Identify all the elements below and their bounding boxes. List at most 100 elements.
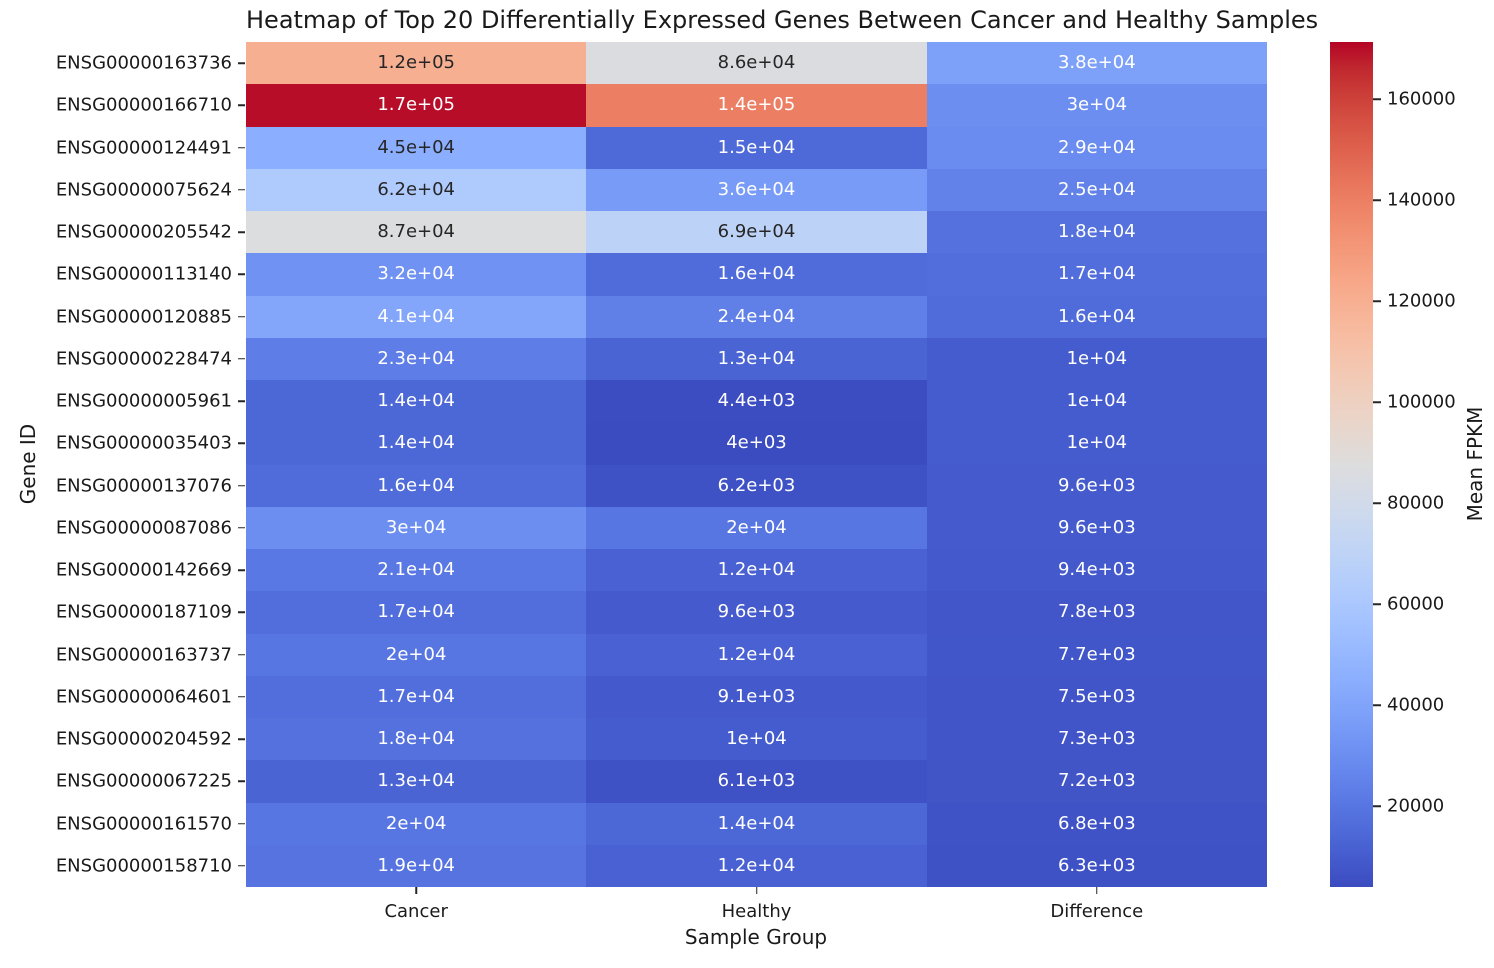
heatmap-cell: 3.2e+04 [246, 253, 587, 296]
heatmap-cell: 6.2e+04 [246, 168, 587, 211]
y-tick-mark [238, 653, 245, 656]
heatmap-cell: 1.4e+04 [586, 802, 927, 845]
y-tick-mark [238, 315, 245, 318]
gene-id-tick-label: ENSG00000228474 [55, 348, 232, 370]
heatmap-cell: 9.6e+03 [926, 464, 1267, 507]
heatmap-cell: 8.7e+04 [246, 211, 587, 254]
heatmap-cell: 6.1e+03 [586, 760, 927, 803]
y-tick-mark [238, 484, 245, 487]
heatmap-cell: 1.6e+04 [926, 295, 1267, 338]
gene-id-tick-label: ENSG00000064601 [55, 686, 232, 708]
gene-id-tick-label: ENSG00000161570 [55, 813, 232, 835]
heatmap-cell: 3e+04 [246, 506, 587, 549]
colorbar-tick-mark [1373, 300, 1381, 302]
gene-id-tick-label: ENSG00000166710 [55, 94, 232, 116]
heatmap-cell: 1.4e+05 [586, 84, 927, 127]
heatmap-cell: 6.9e+04 [586, 211, 927, 254]
colorbar-tick-label: 60000 [1387, 593, 1445, 615]
heatmap-cell: 7.8e+03 [926, 591, 1267, 634]
colorbar-tick-label: 80000 [1387, 492, 1445, 514]
heatmap-cell: 2e+04 [586, 506, 927, 549]
y-tick-mark [238, 738, 245, 740]
heatmap-cell: 2.1e+04 [246, 549, 587, 592]
heatmap-cell: 1e+04 [586, 718, 927, 761]
y-tick-mark [238, 62, 245, 64]
y-tick-mark [238, 696, 245, 698]
gene-id-tick-label: ENSG00000187109 [55, 601, 232, 623]
heatmap-cell: 6.2e+03 [586, 464, 927, 507]
heatmap-cell: 6.3e+03 [926, 844, 1267, 887]
heatmap-cell: 3e+04 [926, 84, 1267, 127]
gene-id-tick-label: ENSG00000005961 [55, 390, 232, 412]
y-tick-mark [238, 569, 245, 571]
heatmap-cell: 7.3e+03 [926, 718, 1267, 761]
heatmap-cell: 9.1e+03 [586, 675, 927, 718]
heatmap-grid: 1.2e+05 8.6e+04 3.8e+04 1.7e+05 1.4e+05 3e+04… [246, 42, 1267, 887]
y-tick-mark [238, 358, 245, 360]
gene-id-tick-label: ENSG00000163737 [55, 644, 232, 666]
heatmap-cell: 1.5e+04 [586, 126, 927, 169]
heatmap-cell: 1.9e+04 [246, 844, 587, 887]
heatmap-cell: 3.6e+04 [586, 168, 927, 211]
heatmap-cell: 2.4e+04 [586, 295, 927, 338]
y-tick-mark [238, 146, 245, 149]
heatmap-cell: 4e+03 [586, 422, 927, 465]
y-tick-mark [238, 780, 245, 783]
heatmap-cell: 2.5e+04 [926, 168, 1267, 211]
colorbar-tick-mark [1373, 401, 1381, 403]
gene-id-tick-label: ENSG00000075624 [55, 179, 232, 201]
gene-id-tick-label: ENSG00000142669 [55, 559, 232, 581]
colorbar-tick-mark [1373, 805, 1381, 807]
y-tick-mark [238, 611, 245, 614]
heatmap-cell: 1.6e+04 [586, 253, 927, 296]
heatmap-cell: 1.7e+05 [246, 84, 587, 127]
sample-group-tick-label: Healthy [721, 901, 792, 922]
heatmap-cell: 1.8e+04 [246, 718, 587, 761]
heatmap-cell: 6.8e+03 [926, 802, 1267, 845]
heatmap-cell: 4.1e+04 [246, 295, 587, 338]
heatmap-cell: 1.6e+04 [246, 464, 587, 507]
gene-id-tick-label: ENSG00000067225 [55, 770, 232, 792]
heatmap-cell: 2e+04 [246, 802, 587, 845]
heatmap-cell: 1.2e+04 [586, 633, 927, 676]
colorbar-tick-label: 120000 [1387, 290, 1456, 312]
heatmap-cell: 1.7e+04 [926, 253, 1267, 296]
heatmap-cell: 7.7e+03 [926, 633, 1267, 676]
colorbar-tick-label: 100000 [1387, 391, 1456, 413]
colorbar-tick-mark [1373, 502, 1381, 504]
colorbar-label: Mean FPKM [1463, 406, 1487, 522]
colorbar-tick-label: 160000 [1387, 88, 1456, 110]
heatmap-cell: 1e+04 [926, 380, 1267, 423]
heatmap-cell: 1e+04 [926, 422, 1267, 465]
heatmap-cell: 3.8e+04 [926, 42, 1267, 85]
x-tick-mark [415, 887, 417, 894]
x-tick-mark [755, 887, 758, 894]
heatmap-cell: 2.3e+04 [246, 337, 587, 380]
heatmap-cell: 1.2e+04 [586, 844, 927, 887]
heatmap-cell: 7.5e+03 [926, 675, 1267, 718]
colorbar-tick-label: 40000 [1387, 694, 1445, 716]
y-tick-mark [238, 104, 245, 107]
heatmap-cell: 1.8e+04 [926, 211, 1267, 254]
heatmap-cell: 9.6e+03 [586, 591, 927, 634]
heatmap-cell: 8.6e+04 [586, 42, 927, 85]
heatmap-cell: 1.3e+04 [586, 337, 927, 380]
gene-id-tick-label: ENSG00000163736 [55, 52, 232, 74]
gene-id-tick-label: ENSG00000113140 [55, 263, 232, 285]
y-tick-mark [238, 527, 245, 529]
heatmap-cell: 2.9e+04 [926, 126, 1267, 169]
colorbar-tick-mark [1373, 98, 1381, 100]
heatmap-cell: 7.2e+03 [926, 760, 1267, 803]
y-tick-mark [238, 273, 245, 276]
y-tick-mark [238, 400, 245, 402]
heatmap-cell: 4.5e+04 [246, 126, 587, 169]
colorbar-tick-label: 140000 [1387, 189, 1456, 211]
y-tick-mark [238, 822, 245, 825]
x-axis-label: Sample Group [684, 925, 828, 949]
gene-id-tick-label: ENSG00000158710 [55, 855, 232, 877]
y-tick-mark [238, 189, 245, 191]
colorbar-tick-mark [1373, 704, 1381, 706]
heatmap-cell: 9.4e+03 [926, 549, 1267, 592]
sample-group-tick-label: Difference [1050, 901, 1144, 922]
